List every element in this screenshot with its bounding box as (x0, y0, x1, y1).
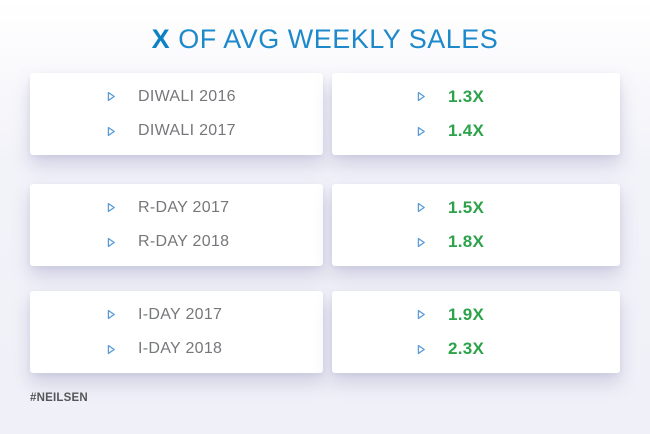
events-card: DIWALI 2016 DIWALI 2017 (30, 73, 323, 155)
comparison-row-diwali: DIWALI 2016 DIWALI 2017 1.3X 1.4X (30, 73, 620, 155)
comparison-row-rday: R-DAY 2017 R-DAY 2018 1.5X 1.8X (30, 184, 620, 266)
value-line: 2.3X (332, 338, 620, 360)
events-card: R-DAY 2017 R-DAY 2018 (30, 184, 323, 266)
triangle-bullet-icon (106, 202, 116, 213)
event-line: DIWALI 2017 (30, 120, 323, 142)
title-highlight: X (151, 24, 171, 54)
value-line: 1.8X (332, 231, 620, 253)
triangle-bullet-icon (416, 202, 426, 213)
multiplier-value: 2.3X (448, 339, 485, 359)
event-line: DIWALI 2016 (30, 86, 323, 108)
title-text: OF AVG WEEKLY SALES (178, 24, 499, 54)
event-label: DIWALI 2016 (138, 87, 236, 105)
multiplier-value: 1.8X (448, 232, 485, 252)
values-card: 1.5X 1.8X (332, 184, 620, 266)
event-label: DIWALI 2017 (138, 122, 236, 140)
event-label: I-DAY 2018 (138, 340, 223, 358)
page-title: X OF AVG WEEKLY SALES (0, 24, 650, 55)
triangle-bullet-icon (416, 91, 426, 102)
event-line: I-DAY 2017 (30, 304, 323, 326)
values-card: 1.3X 1.4X (332, 73, 620, 155)
value-line: 1.9X (332, 304, 620, 326)
event-line: I-DAY 2018 (30, 338, 323, 360)
event-label: I-DAY 2017 (138, 305, 223, 323)
value-line: 1.3X (332, 86, 620, 108)
source-hashtag: #NEILSEN (30, 392, 88, 404)
multiplier-value: 1.4X (448, 121, 485, 141)
comparison-row-iday: I-DAY 2017 I-DAY 2018 1.9X 2.3X (30, 291, 620, 373)
triangle-bullet-icon (416, 344, 426, 355)
multiplier-value: 1.5X (448, 197, 485, 217)
triangle-bullet-icon (416, 237, 426, 248)
event-line: R-DAY 2018 (30, 231, 323, 253)
triangle-bullet-icon (416, 309, 426, 320)
triangle-bullet-icon (106, 344, 116, 355)
multiplier-value: 1.9X (448, 304, 485, 324)
triangle-bullet-icon (106, 309, 116, 320)
value-line: 1.5X (332, 197, 620, 219)
values-card: 1.9X 2.3X (332, 291, 620, 373)
triangle-bullet-icon (416, 126, 426, 137)
triangle-bullet-icon (106, 126, 116, 137)
triangle-bullet-icon (106, 91, 116, 102)
event-label: R-DAY 2017 (138, 198, 230, 216)
value-line: 1.4X (332, 120, 620, 142)
triangle-bullet-icon (106, 237, 116, 248)
multiplier-value: 1.3X (448, 86, 485, 106)
event-label: R-DAY 2018 (138, 233, 230, 251)
events-card: I-DAY 2017 I-DAY 2018 (30, 291, 323, 373)
event-line: R-DAY 2017 (30, 197, 323, 219)
